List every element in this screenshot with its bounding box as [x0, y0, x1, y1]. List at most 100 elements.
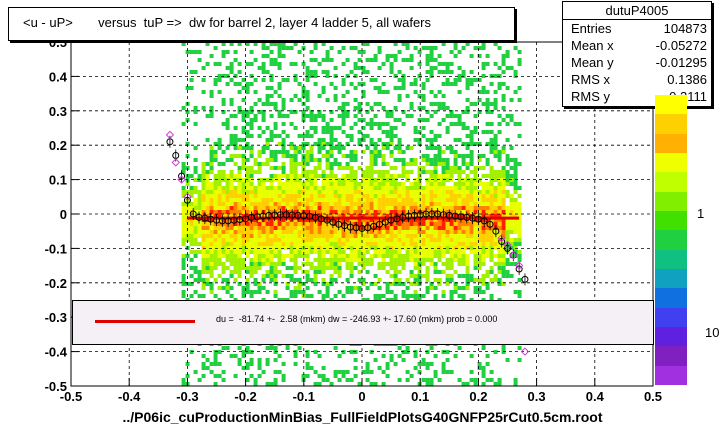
heatmap-cell	[221, 98, 226, 102]
heatmap-cell	[245, 194, 250, 198]
heatmap-cell	[473, 278, 478, 282]
heatmap-cell	[485, 62, 490, 66]
heatmap-cell	[413, 190, 418, 194]
heatmap-cell	[413, 82, 418, 86]
heatmap-cell	[221, 262, 226, 266]
heatmap-cell	[241, 130, 246, 134]
heatmap-cell	[313, 230, 318, 234]
heatmap-cell	[277, 230, 282, 234]
heatmap-cell	[413, 202, 418, 206]
heatmap-cell	[481, 278, 486, 282]
heatmap-cell	[449, 82, 454, 86]
heatmap-cell	[409, 202, 414, 206]
x-tick-label: 0.4	[586, 389, 605, 404]
heatmap-cell	[481, 258, 486, 262]
heatmap-cell	[401, 166, 406, 170]
heatmap-cell	[453, 270, 458, 274]
heatmap-cell	[213, 354, 218, 358]
heatmap-cell	[281, 274, 286, 278]
heatmap-cell	[477, 110, 482, 114]
heatmap-cell	[285, 182, 290, 186]
heatmap-cell	[217, 230, 222, 234]
heatmap-cell	[357, 258, 362, 262]
heatmap-cell	[321, 258, 326, 262]
heatmap-cell	[341, 186, 346, 190]
heatmap-cell	[217, 246, 222, 250]
heatmap-cell	[217, 78, 222, 82]
profile-point	[178, 172, 186, 180]
heatmap-cell	[309, 154, 314, 158]
heatmap-cell	[281, 206, 286, 210]
heatmap-cell	[509, 98, 514, 102]
heatmap-cell	[481, 66, 486, 70]
heatmap-cell	[469, 154, 474, 158]
heatmap-cell	[237, 254, 242, 258]
heatmap-cell	[281, 114, 286, 118]
heatmap-cell	[213, 254, 218, 258]
heatmap-cell	[445, 222, 450, 226]
heatmap-cell	[453, 238, 458, 242]
heatmap-cell	[273, 102, 278, 106]
heatmap-cell	[517, 234, 522, 238]
heatmap-cell	[253, 254, 258, 258]
heatmap-cell	[245, 190, 250, 194]
heatmap-cell	[249, 50, 254, 54]
heatmap-cell	[389, 258, 394, 262]
heatmap-cell	[261, 42, 266, 46]
heatmap-cell	[197, 206, 202, 210]
heatmap-cell	[453, 202, 458, 206]
heatmap-cell	[189, 186, 194, 190]
heatmap-cell	[221, 370, 226, 374]
heatmap-cell	[313, 274, 318, 278]
heatmap-cell	[469, 238, 474, 242]
heatmap-cell	[457, 194, 462, 198]
heatmap-cell	[269, 166, 274, 170]
heatmap-cell	[309, 230, 314, 234]
heatmap-cell	[197, 190, 202, 194]
heatmap-cell	[437, 230, 442, 234]
heatmap-cell	[357, 214, 362, 218]
heatmap-cell	[453, 54, 458, 58]
heatmap-cell	[317, 194, 322, 198]
heatmap-cell	[261, 54, 266, 58]
heatmap-cell	[273, 382, 278, 386]
fit-result-text: du = -81.74 +- 2.58 (mkm) dw = -246.93 +…	[216, 314, 498, 324]
heatmap-cell	[337, 206, 342, 210]
heatmap-cell	[409, 146, 414, 150]
heatmap-cell	[281, 154, 286, 158]
heatmap-cell	[465, 242, 470, 246]
heatmap-cell	[513, 202, 518, 206]
heatmap-cell	[377, 186, 382, 190]
heatmap-cell	[369, 382, 374, 386]
heatmap-cell	[241, 226, 246, 230]
heatmap-cell	[305, 134, 310, 138]
heatmap-cell	[361, 254, 366, 258]
heatmap-cell	[481, 46, 486, 50]
heatmap-cell	[373, 54, 378, 58]
heatmap-cell	[189, 174, 194, 178]
heatmap-cell	[485, 270, 490, 274]
heatmap-cell	[361, 370, 366, 374]
heatmap-cell	[253, 202, 258, 206]
heatmap-cell	[353, 286, 358, 290]
heatmap-cell	[245, 266, 250, 270]
heatmap-cell	[405, 278, 410, 282]
heatmap-cell	[249, 198, 254, 202]
heatmap-cell	[233, 278, 238, 282]
heatmap-cell	[257, 366, 262, 370]
heatmap-cell	[393, 274, 398, 278]
palette-band	[655, 327, 687, 347]
heatmap-cell	[209, 238, 214, 242]
heatmap-cell	[409, 234, 414, 238]
heatmap-cell	[421, 98, 426, 102]
heatmap-cell	[353, 374, 358, 378]
heatmap-cell	[273, 154, 278, 158]
heatmap-cell	[405, 370, 410, 374]
palette-band	[655, 95, 687, 115]
heatmap-cell	[421, 218, 426, 222]
heatmap-cell	[309, 206, 314, 210]
heatmap-cell	[505, 114, 510, 118]
heatmap-cell	[361, 266, 366, 270]
heatmap-cell	[329, 222, 334, 226]
heatmap-cell	[277, 222, 282, 226]
